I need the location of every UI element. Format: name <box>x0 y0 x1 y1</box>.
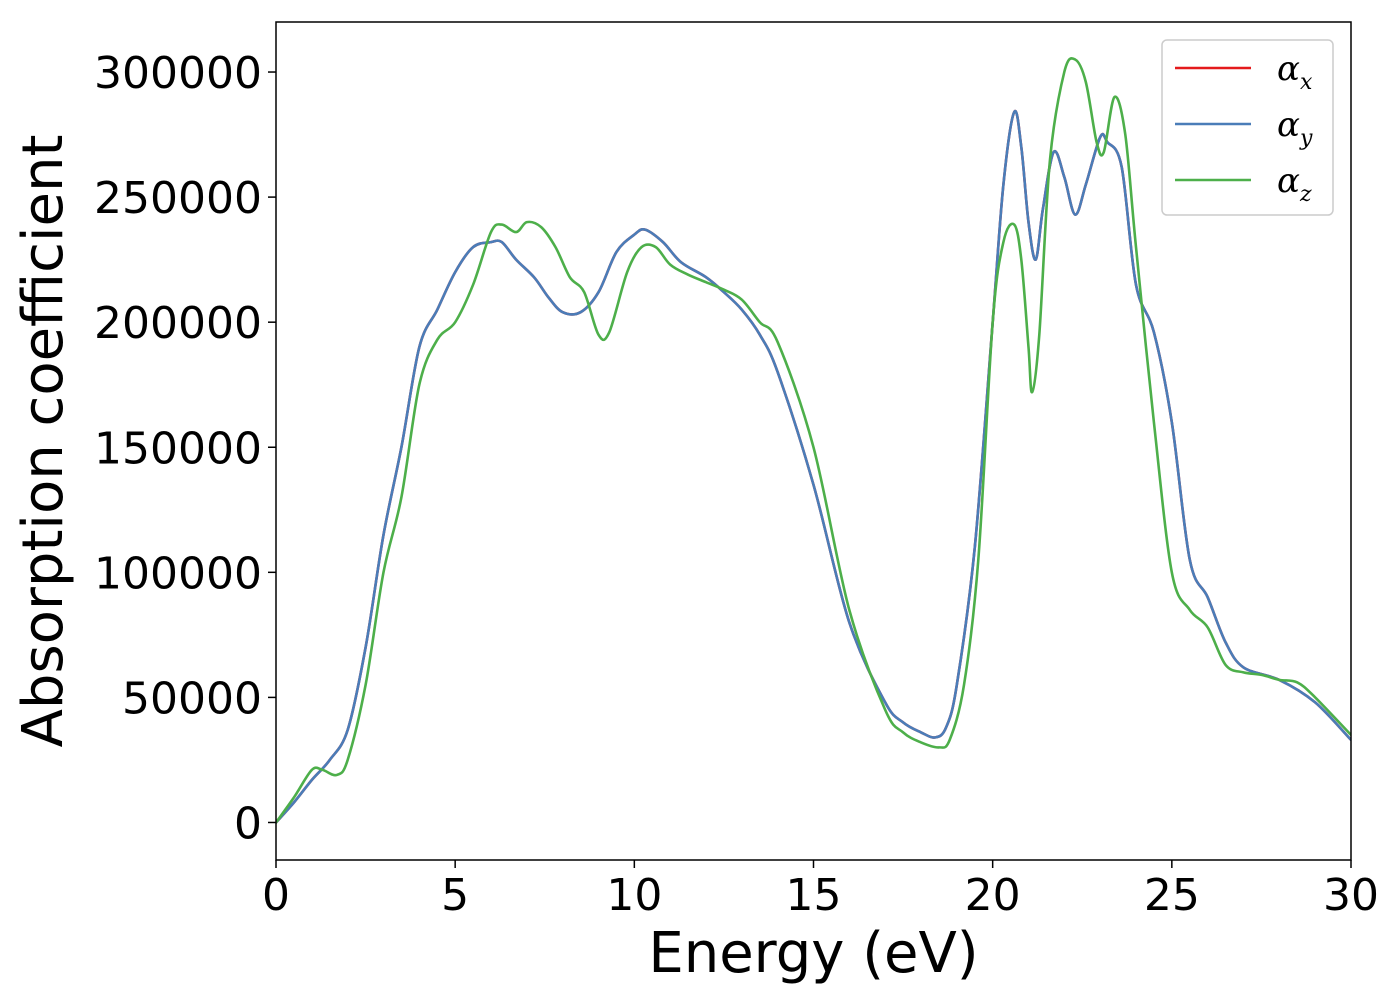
series-line-alpha-z <box>276 57 1351 824</box>
x-tick-label: 5 <box>441 870 469 921</box>
x-tick-label: 25 <box>1144 870 1200 921</box>
y-axis-title: Absorption coefficient <box>11 135 76 748</box>
y-tick-label: 100000 <box>94 548 262 599</box>
series-line-alpha-y <box>276 109 1351 824</box>
x-axis-title: Energy (eV) <box>648 921 978 986</box>
legend-label-alpha-z: αz <box>1277 161 1312 207</box>
y-tick-label: 0 <box>234 798 262 849</box>
series-line-alpha-x <box>276 109 1351 824</box>
y-tick-label: 50000 <box>122 673 262 724</box>
legend-box <box>1161 39 1334 216</box>
y-tick-label: 150000 <box>94 423 262 474</box>
y-tick-label: 250000 <box>94 173 262 224</box>
x-tick-label: 30 <box>1323 870 1379 921</box>
x-axis-ticks: 0 5 10 15 20 25 30 <box>262 860 1379 921</box>
legend: αx αy αz <box>1161 39 1334 216</box>
x-tick-label: 0 <box>262 870 290 921</box>
legend-label-alpha-y: αy <box>1277 105 1313 151</box>
y-axis-ticks: 0 50000 100000 150000 200000 250000 300000 <box>94 48 276 849</box>
y-tick-label: 200000 <box>94 298 262 349</box>
x-tick-label: 10 <box>606 870 662 921</box>
legend-label-alpha-x: αx <box>1277 49 1313 95</box>
x-tick-label: 20 <box>965 870 1021 921</box>
series-layer <box>276 57 1351 824</box>
y-tick-label: 300000 <box>94 48 262 99</box>
x-tick-label: 15 <box>786 870 842 921</box>
